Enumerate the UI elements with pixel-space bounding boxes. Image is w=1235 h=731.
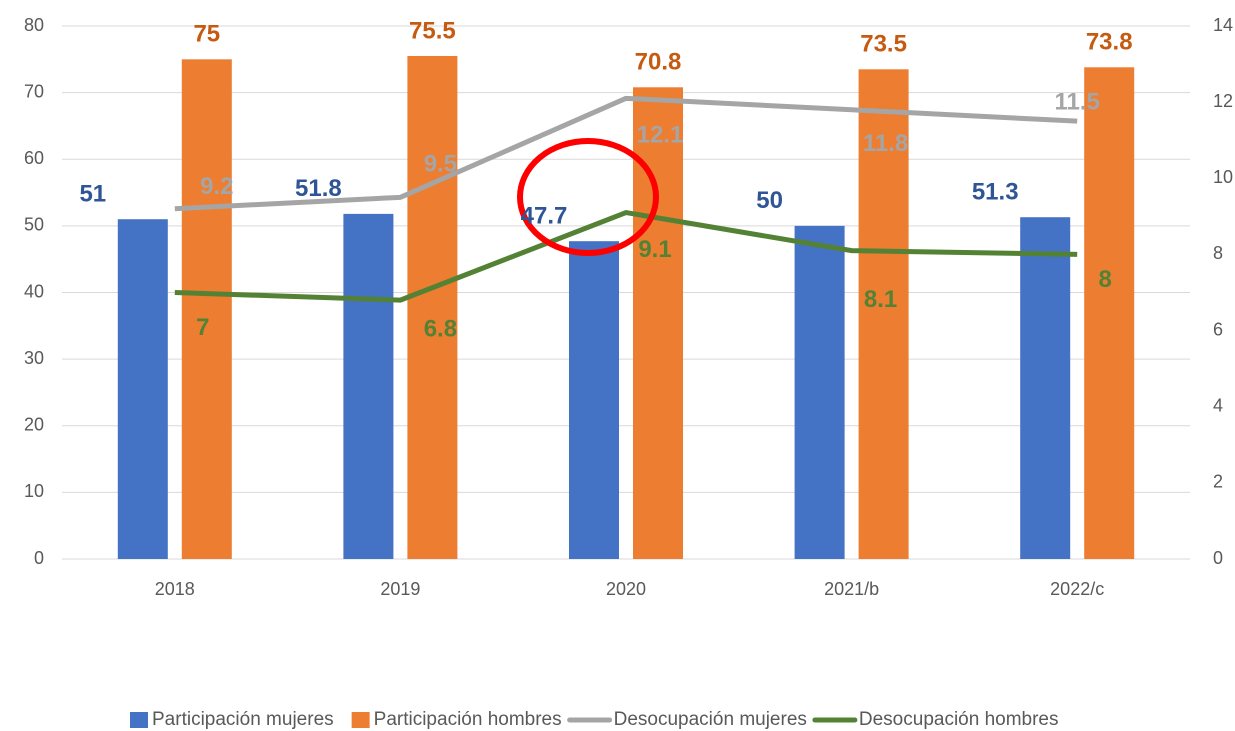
y2-tick-label: 4 [1213,395,1223,415]
data-label: 75.5 [409,17,456,44]
legend-swatch [130,712,148,728]
legend-label: Desocupación hombres [859,709,1059,730]
bar [343,213,394,559]
data-label: 12.1 [637,122,684,149]
x-tick-label: 2021/b [824,579,879,599]
y2-tick-label: 8 [1213,243,1223,263]
y-tick-label: 60 [24,148,44,168]
x-tick-label: 2020 [606,579,646,599]
bar [181,59,232,559]
bar [1020,217,1071,559]
line [174,95,1078,212]
data-label: 9.1 [638,236,671,263]
legend-label: Participación mujeres [152,709,334,730]
x-tick-label: 2022/c [1050,579,1104,599]
data-label: 11.5 [1055,89,1100,116]
y-tick-label: 30 [24,348,44,368]
data-label: 50 [756,187,783,214]
line [174,210,1078,303]
legend-label: Participación hombres [374,709,562,730]
data-label: 51.3 [972,179,1019,206]
y-tick-label: 40 [24,281,44,301]
y-tick-label: 50 [24,215,44,235]
bar [858,69,909,560]
x-tick-label: 2018 [155,579,195,599]
legend-label: Desocupación mujeres [614,709,807,730]
data-label: 70.8 [635,49,682,76]
legend-swatch [351,712,370,728]
highlight-circle [517,138,659,256]
data-label: 8 [1099,266,1112,293]
data-label: 9.2 [200,173,233,200]
y-tick-label: 20 [24,415,44,435]
bar [794,225,845,559]
y2-tick-label: 0 [1213,548,1223,568]
y-tick-label: 70 [24,81,44,101]
bar [407,55,458,559]
y2-tick-label: 6 [1213,319,1223,339]
y-tick-label: 80 [24,15,44,35]
data-label: 73.8 [1086,29,1133,56]
data-label: 73.5 [860,31,907,58]
y2-tick-label: 12 [1213,91,1233,111]
y2-tick-label: 10 [1213,167,1233,187]
data-label: 51.8 [295,175,342,202]
y2-tick-label: 14 [1213,15,1233,35]
data-label: 47.7 [521,203,568,230]
data-label: 11.8 [863,130,908,157]
bar [1084,67,1135,560]
data-label: 6.8 [424,315,457,342]
bar [569,241,619,560]
data-label: 8.1 [864,286,897,313]
bar [117,219,168,559]
data-label: 7 [196,314,209,341]
y-tick-label: 10 [24,481,44,501]
x-tick-label: 2019 [380,579,420,599]
data-label: 9.5 [424,151,457,178]
y2-tick-label: 2 [1213,472,1223,492]
data-label: 75 [193,21,220,48]
data-label: 51 [79,181,106,208]
y-tick-label: 0 [34,548,44,568]
